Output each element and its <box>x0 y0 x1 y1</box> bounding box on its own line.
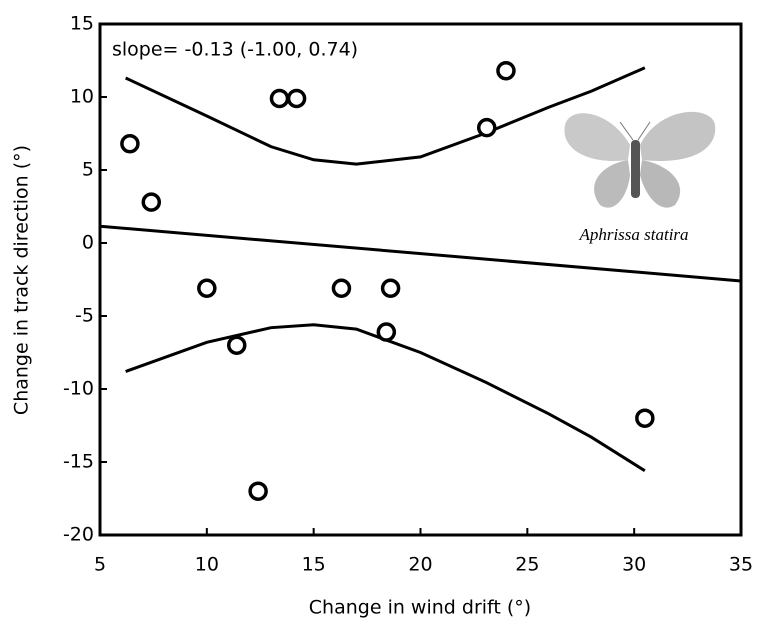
data-point <box>120 133 140 154</box>
data-point <box>496 60 516 81</box>
regression-line <box>99 224 742 283</box>
annotation: slope= -0.13 (-1.00, 0.74) <box>112 39 358 61</box>
data-point <box>141 192 162 212</box>
y-tick-label: -20 <box>63 524 94 546</box>
x-tick-label: 10 <box>195 554 219 576</box>
x-tick-label: 35 <box>729 554 753 576</box>
butterfly-image <box>564 111 716 208</box>
data-point <box>476 117 497 138</box>
data-point <box>331 278 352 299</box>
species-label: Aphrissa statira <box>578 225 688 244</box>
data-point <box>380 278 401 299</box>
y-tick-label: 15 <box>70 13 94 35</box>
y-tick-label: 0 <box>82 232 94 254</box>
plot-frame <box>98 22 743 537</box>
x-tick-label: 15 <box>302 554 326 576</box>
y-tick-label: -10 <box>63 378 94 400</box>
data-point <box>226 335 247 355</box>
data-point <box>197 278 217 299</box>
y-tick-label: -5 <box>75 305 94 327</box>
x-tick-label: 20 <box>408 554 432 576</box>
y-tick-label: -15 <box>63 451 94 473</box>
data-point <box>635 408 655 428</box>
data-point <box>376 322 397 342</box>
x-tick-label: 5 <box>94 554 106 576</box>
x-tick-label: 25 <box>515 554 539 576</box>
x-tick-label: 30 <box>622 554 646 576</box>
y-tick-label: 5 <box>82 159 94 181</box>
x-axis-label: Change in wind drift (°) <box>309 597 531 619</box>
confidence-band <box>125 66 646 166</box>
y-tick-label: 10 <box>70 86 94 108</box>
data-point <box>269 88 290 109</box>
data-point <box>248 481 268 501</box>
y-axis-label: Change in track direction (°) <box>11 145 33 415</box>
confidence-band <box>125 323 646 473</box>
data-point <box>286 88 307 109</box>
